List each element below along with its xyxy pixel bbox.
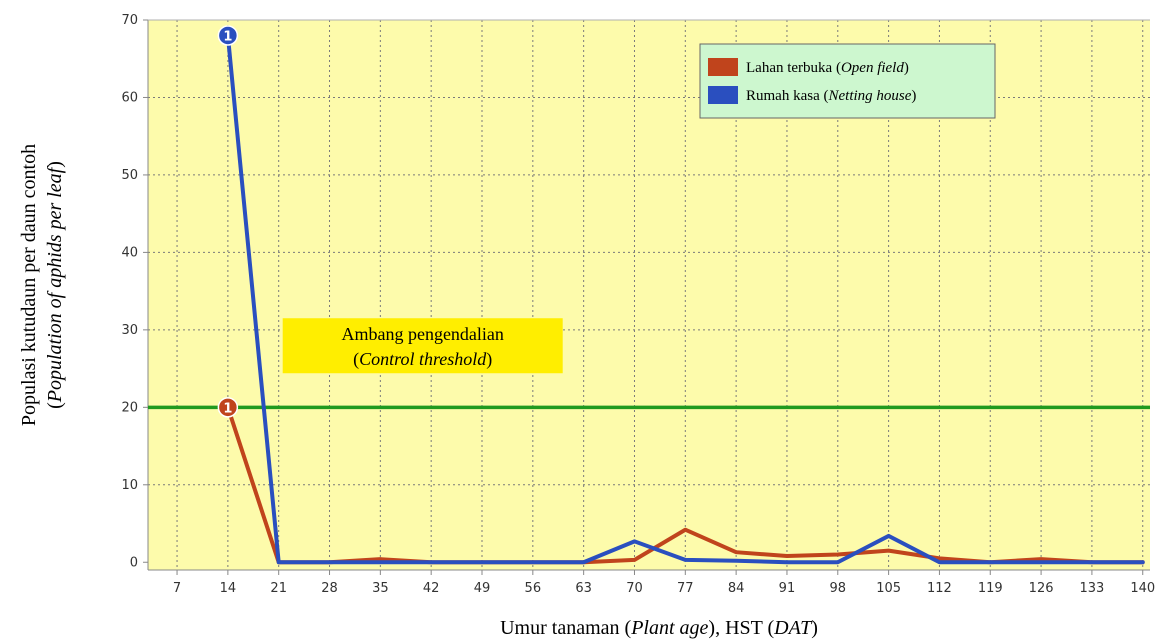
control-threshold: Ambang pengendalian (Control threshold) xyxy=(148,318,1150,410)
legend: Lahan terbuka (Open field) Rumah kasa (Ne… xyxy=(699,43,996,119)
y-tick-label: 0 xyxy=(130,555,138,570)
axis-labels: Umur tanaman (Plant age), HST (DAT) Popul… xyxy=(18,144,818,639)
x-tick-label: 126 xyxy=(1029,581,1054,596)
x-tick-label: 77 xyxy=(677,581,694,596)
point-marker xyxy=(217,25,239,46)
x-tick-label: 112 xyxy=(927,581,952,596)
legend-label: Rumah kasa (Netting house) xyxy=(746,88,916,104)
x-tick-label: 91 xyxy=(779,581,796,596)
legend-swatch xyxy=(708,86,738,104)
threshold-label-background xyxy=(282,318,563,374)
x-tick-label: 21 xyxy=(270,581,287,596)
y-tick-label: 40 xyxy=(121,245,138,260)
x-tick-label: 119 xyxy=(978,581,1003,596)
threshold-label-line2: (Control threshold) xyxy=(353,349,492,370)
y-tick-label: 10 xyxy=(121,478,138,493)
x-tick-label: 28 xyxy=(321,581,338,596)
plot-area xyxy=(148,20,1150,570)
point-marker xyxy=(217,397,239,418)
legend-label: Lahan terbuka (Open field) xyxy=(746,60,909,76)
plot-background xyxy=(148,20,1150,570)
y-axis-label-line1: Populasi kutudaun per daun contoh xyxy=(18,144,40,426)
x-tick-label: 84 xyxy=(728,581,745,596)
x-tick-label: 14 xyxy=(220,581,237,596)
x-tick-label: 7 xyxy=(173,581,181,596)
x-axis-label: Umur tanaman (Plant age), HST (DAT) xyxy=(500,617,818,639)
x-tick-label: 63 xyxy=(575,581,592,596)
x-tick-label: 105 xyxy=(876,581,901,596)
x-tick-label: 133 xyxy=(1079,581,1104,596)
x-tick-label: 49 xyxy=(474,581,491,596)
y-tick-label: 70 xyxy=(121,13,138,28)
y-tick-label: 60 xyxy=(121,90,138,105)
y-axis-label-line2: (Population of aphids per leaf) xyxy=(44,161,66,409)
x-tick-label: 35 xyxy=(372,581,389,596)
x-tick-label: 56 xyxy=(525,581,542,596)
point-marker-label: 1 xyxy=(223,401,232,416)
y-axis-label: Populasi kutudaun per daun contoh (Popula… xyxy=(18,144,66,426)
x-tick-label: 70 xyxy=(626,581,643,596)
series: 11 xyxy=(217,25,1145,565)
series-line-1 xyxy=(225,33,1145,565)
point-marker-label: 1 xyxy=(223,29,232,44)
y-tick-label: 30 xyxy=(121,323,138,338)
y-tick-label: 50 xyxy=(121,168,138,183)
x-tick-label: 98 xyxy=(830,581,847,596)
axes: 7 14 21 28 35 42 49 56 63 70 77 84 91 98 105 112 119 126 1… xyxy=(121,13,1155,596)
legend-swatch xyxy=(708,58,738,76)
y-tick-label: 20 xyxy=(121,400,138,415)
threshold-label-line1: Ambang pengendalian xyxy=(341,324,503,344)
legend-box xyxy=(699,43,996,119)
x-tick-label: 140 xyxy=(1130,581,1155,596)
x-tick-label: 42 xyxy=(423,581,440,596)
